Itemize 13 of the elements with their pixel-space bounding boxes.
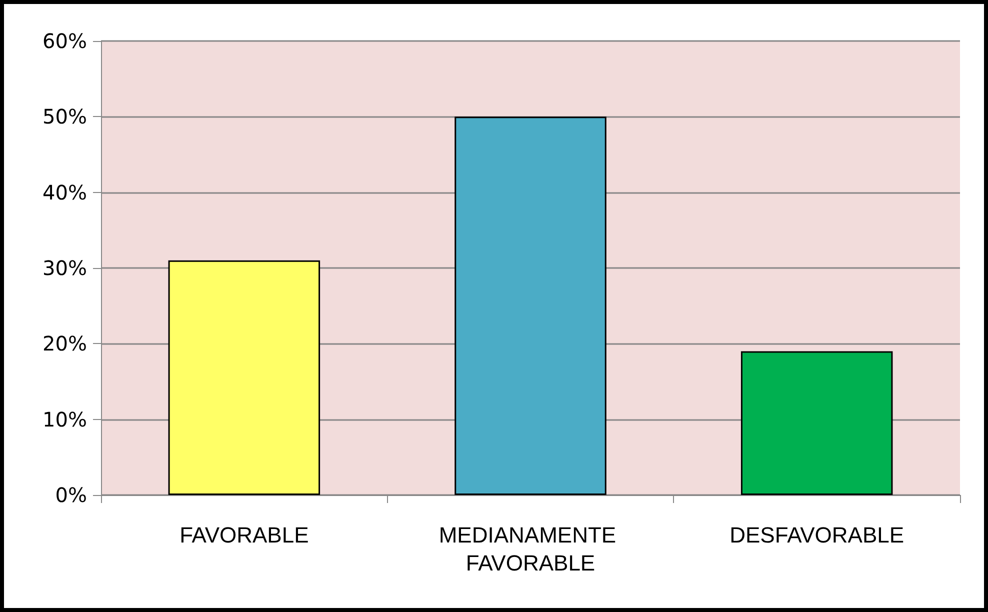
bar xyxy=(168,260,320,495)
y-tick-label: 60% xyxy=(42,29,87,53)
y-tick-label: 20% xyxy=(42,332,87,356)
y-tick-label: 30% xyxy=(42,256,87,280)
y-tick-label: 10% xyxy=(42,407,87,432)
bar xyxy=(740,351,893,495)
x-tick-label: FAVORABLE xyxy=(180,522,309,548)
y-tick-label: 50% xyxy=(42,104,87,129)
y-tick-label: 40% xyxy=(42,180,87,204)
bar xyxy=(454,116,606,495)
x-tick-label: MEDIANAMENTE FAVORABLE xyxy=(438,522,622,576)
y-tick-label: 0% xyxy=(55,483,87,507)
x-tick-label: DESFAVORABLE xyxy=(730,522,904,548)
